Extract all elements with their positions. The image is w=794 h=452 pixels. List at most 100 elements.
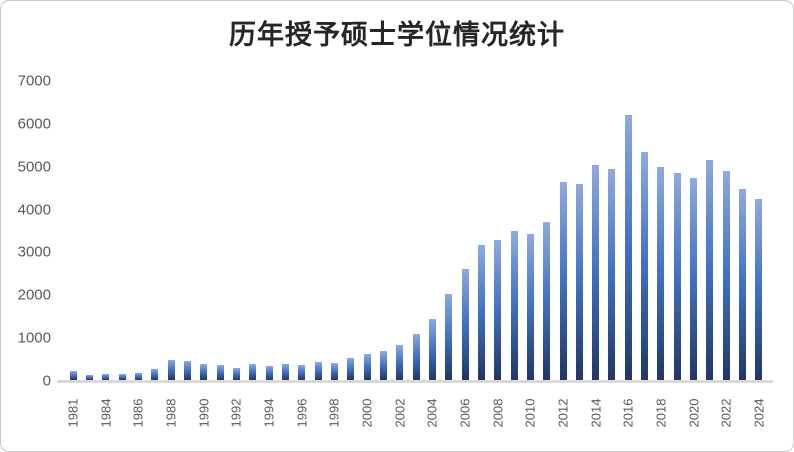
x-axis-slot: 2020 (685, 388, 701, 438)
bar-2024 (755, 199, 763, 380)
bar-1987 (151, 369, 159, 380)
bar-2003 (412, 334, 420, 380)
bar-slot (457, 81, 473, 380)
x-axis-slot: 2014 (588, 388, 604, 438)
x-axis-slot (408, 388, 424, 438)
x-axis-slot: 1988 (163, 388, 179, 438)
x-axis-tick-label: 2006 (457, 398, 473, 428)
x-axis-tick-label: 2004 (424, 398, 440, 428)
x-axis-slot (441, 388, 457, 438)
bar-1981 (69, 371, 77, 380)
bar-1991 (216, 364, 224, 380)
bar-2008 (494, 239, 502, 380)
bar-1995 (281, 363, 289, 380)
x-axis-slot (636, 388, 652, 438)
bar-slot (555, 81, 571, 380)
x-axis-slot: 1998 (326, 388, 342, 438)
x-axis-tick-label: 1990 (196, 398, 212, 428)
bar-1990 (200, 363, 208, 380)
bar-slot (653, 81, 669, 380)
bar-slot (441, 81, 457, 380)
x-axis-slot: 2004 (424, 388, 440, 438)
bar-2017 (641, 151, 649, 380)
x-axis-tick-label: 1998 (326, 398, 342, 428)
x-axis-tick-label: 1992 (228, 398, 244, 428)
x-axis-slot (245, 388, 261, 438)
bar-1994 (265, 365, 273, 380)
x-axis-tick-label: 2008 (490, 398, 506, 428)
bar-1988 (167, 359, 175, 380)
bar-1982 (85, 375, 93, 380)
x-axis-tick-label: 2016 (620, 398, 636, 428)
bar-slot (196, 81, 212, 380)
bar-slot (261, 81, 277, 380)
x-axis-slot: 2010 (522, 388, 538, 438)
x-axis-slot (539, 388, 555, 438)
bar-2010 (526, 233, 534, 380)
bar-slot (147, 81, 163, 380)
y-axis-tick-label: 2000 (17, 286, 51, 304)
x-axis-tick-label: 2010 (522, 398, 538, 428)
bar-1992 (232, 367, 240, 380)
x-axis-slot: 1996 (294, 388, 310, 438)
bar-slot (98, 81, 114, 380)
x-axis-slot: 1992 (228, 388, 244, 438)
bar-slot (310, 81, 326, 380)
bar-slot (702, 81, 718, 380)
x-axis-slot: 2016 (620, 388, 636, 438)
bar-slot (636, 81, 652, 380)
y-axis-tick-label: 1000 (17, 329, 51, 347)
bar-slot (245, 81, 261, 380)
bar-2001 (379, 351, 387, 380)
x-axis-tick-label: 1996 (294, 398, 310, 428)
bar-slot (114, 81, 130, 380)
bar-slot (81, 81, 97, 380)
x-axis-slot: 2022 (718, 388, 734, 438)
bar-2000 (363, 354, 371, 380)
bar-2016 (624, 114, 632, 380)
x-axis-tick-label: 2024 (751, 398, 767, 428)
bar-slot (473, 81, 489, 380)
bar-1986 (134, 373, 142, 380)
x-axis-tick-label: 1984 (98, 398, 114, 428)
bar-slot (326, 81, 342, 380)
x-axis-slot: 1984 (98, 388, 114, 438)
x-axis-tick-label: 2022 (718, 398, 734, 428)
bar-slot (228, 81, 244, 380)
x-axis-tick-label: 2012 (555, 398, 571, 428)
x-axis-tick-label: 2000 (359, 398, 375, 428)
bar-slot (163, 81, 179, 380)
bar-slot (294, 81, 310, 380)
x-axis-line (57, 380, 773, 383)
x-axis-slot (81, 388, 97, 438)
bar-slot (571, 81, 587, 380)
bar-1997 (314, 361, 322, 380)
x-axis-slot (375, 388, 391, 438)
bar-1998 (330, 362, 338, 380)
bar-slot (718, 81, 734, 380)
bar-slot (375, 81, 391, 380)
bar-slot (620, 81, 636, 380)
bar-slot (277, 81, 293, 380)
plot-area (65, 81, 767, 380)
x-axis-slot: 2006 (457, 388, 473, 438)
bar-1985 (118, 373, 126, 380)
x-axis-slot (702, 388, 718, 438)
bar-slot (669, 81, 685, 380)
bar-2004 (428, 319, 436, 380)
x-axis-slot (114, 388, 130, 438)
bar-2020 (690, 177, 698, 380)
bar-2014 (592, 164, 600, 380)
bar-1989 (183, 361, 191, 380)
x-axis-slot: 2012 (555, 388, 571, 438)
x-axis-slot (212, 388, 228, 438)
x-axis-slot (506, 388, 522, 438)
bar-2023 (739, 188, 747, 380)
bar-1984 (102, 374, 110, 380)
y-axis-tick-label: 6000 (17, 115, 51, 133)
x-axis-slot (343, 388, 359, 438)
x-axis-slot (277, 388, 293, 438)
x-axis-tick-label: 2014 (588, 398, 604, 428)
x-axis-slot (734, 388, 750, 438)
